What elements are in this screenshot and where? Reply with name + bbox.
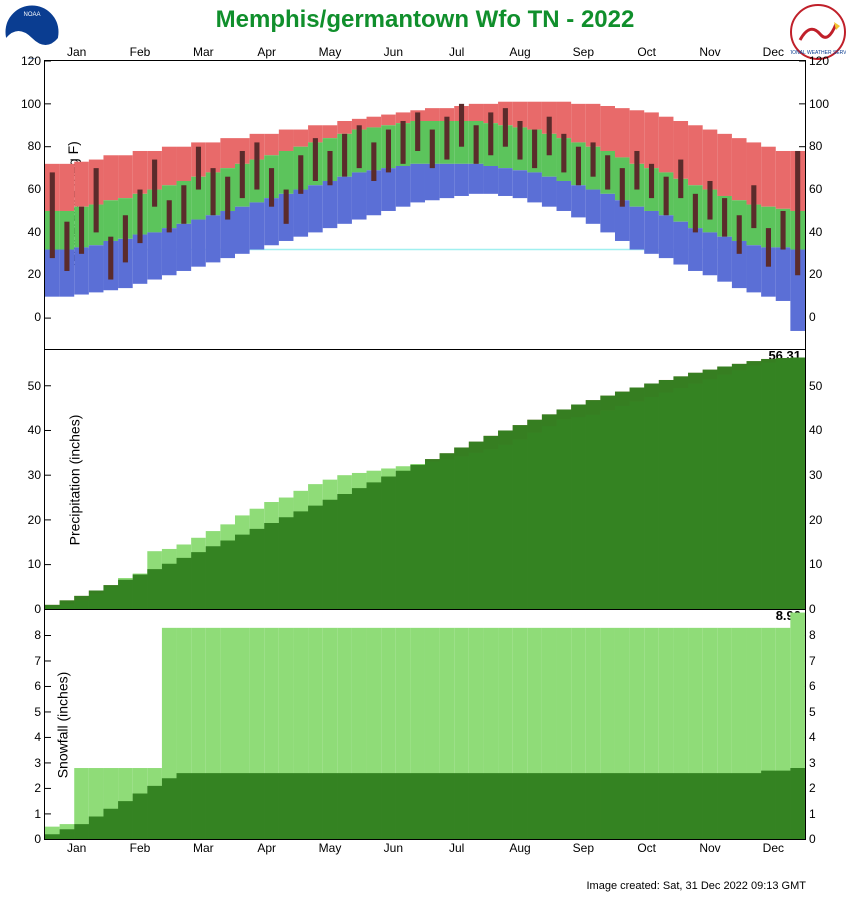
- axis-tick: 0: [809, 832, 835, 846]
- axis-tick: 0: [15, 310, 41, 324]
- svg-text:NOAA: NOAA: [23, 12, 40, 18]
- axis-tick: 8: [809, 628, 835, 642]
- chart-container: NOAA NATIONAL WEATHER SERVICE Memphis/ge…: [0, 0, 850, 900]
- axis-tick: 120: [809, 54, 835, 68]
- axis-tick: 60: [15, 182, 41, 196]
- axis-tick: May: [319, 45, 342, 59]
- axis-tick: 30: [15, 468, 41, 482]
- axis-tick: Jun: [384, 45, 403, 59]
- axis-tick: 20: [15, 513, 41, 527]
- axis-tick: 20: [809, 267, 835, 281]
- nws-logo: NATIONAL WEATHER SERVICE: [790, 4, 846, 60]
- axis-tick: Apr: [257, 45, 276, 59]
- noaa-logo: NOAA: [4, 4, 60, 60]
- axis-tick: 20: [809, 513, 835, 527]
- axis-tick: Feb: [130, 841, 151, 855]
- precipitation-plot: [45, 350, 805, 609]
- axis-tick: 40: [15, 225, 41, 239]
- axis-tick: 8: [15, 628, 41, 642]
- axis-tick: Dec: [763, 45, 784, 59]
- axis-tick: 0: [15, 602, 41, 616]
- axis-tick: 3: [809, 756, 835, 770]
- axis-tick: Jul: [449, 45, 464, 59]
- axis-tick: 20: [15, 267, 41, 281]
- axis-tick: Mar: [193, 45, 214, 59]
- axis-tick: Jan: [67, 45, 86, 59]
- snowfall-plot: [45, 610, 805, 839]
- axis-tick: 10: [809, 557, 835, 571]
- axis-tick: 120: [15, 54, 41, 68]
- axis-tick: 3: [15, 756, 41, 770]
- chart-stack: Temperature (deg F) JanFebMarAprMayJunJu…: [44, 60, 806, 860]
- axis-tick: 30: [809, 468, 835, 482]
- axis-tick: 6: [15, 679, 41, 693]
- axis-tick: 60: [809, 182, 835, 196]
- axis-tick: Sep: [573, 45, 594, 59]
- snowfall-panel: Snowfall (inches) 8.90 JanFebMarAprMayJu…: [44, 610, 806, 840]
- temperature-plot: [45, 61, 805, 350]
- axis-tick: 80: [809, 139, 835, 153]
- axis-tick: 7: [809, 654, 835, 668]
- axis-tick: 100: [15, 97, 41, 111]
- precipitation-panel: Precipitation (inches) 56.31 00101020203…: [44, 350, 806, 610]
- axis-tick: 0: [809, 602, 835, 616]
- axis-tick: 6: [809, 679, 835, 693]
- axis-tick: Dec: [763, 841, 784, 855]
- axis-tick: May: [319, 841, 342, 855]
- axis-tick: Oct: [637, 841, 656, 855]
- axis-tick: 2: [15, 781, 41, 795]
- axis-tick: 50: [15, 379, 41, 393]
- axis-tick: 10: [15, 557, 41, 571]
- axis-tick: Feb: [130, 45, 151, 59]
- axis-tick: 7: [15, 654, 41, 668]
- axis-tick: Nov: [699, 841, 720, 855]
- axis-tick: 2: [809, 781, 835, 795]
- axis-tick: Sep: [573, 841, 594, 855]
- axis-tick: Oct: [637, 45, 656, 59]
- axis-tick: 50: [809, 379, 835, 393]
- axis-tick: Apr: [257, 841, 276, 855]
- axis-tick: 5: [809, 705, 835, 719]
- axis-tick: 80: [15, 139, 41, 153]
- axis-tick: Nov: [699, 45, 720, 59]
- axis-tick: 0: [15, 832, 41, 846]
- axis-tick: Jul: [449, 841, 464, 855]
- axis-tick: 40: [809, 423, 835, 437]
- axis-tick: 4: [15, 730, 41, 744]
- temperature-panel: Temperature (deg F) JanFebMarAprMayJunJu…: [44, 60, 806, 350]
- axis-tick: 100: [809, 97, 835, 111]
- axis-tick: Mar: [193, 841, 214, 855]
- axis-tick: 4: [809, 730, 835, 744]
- axis-tick: 1: [15, 807, 41, 821]
- axis-tick: Aug: [509, 841, 530, 855]
- image-timestamp: Image created: Sat, 31 Dec 2022 09:13 GM…: [586, 880, 806, 892]
- axis-tick: 40: [809, 225, 835, 239]
- axis-tick: 1: [809, 807, 835, 821]
- axis-tick: 0: [809, 310, 835, 324]
- axis-tick: 40: [15, 423, 41, 437]
- axis-tick: Jan: [67, 841, 86, 855]
- axis-tick: Aug: [509, 45, 530, 59]
- chart-title: Memphis/germantown Wfo TN - 2022: [0, 0, 850, 38]
- axis-tick: 5: [15, 705, 41, 719]
- axis-tick: Jun: [384, 841, 403, 855]
